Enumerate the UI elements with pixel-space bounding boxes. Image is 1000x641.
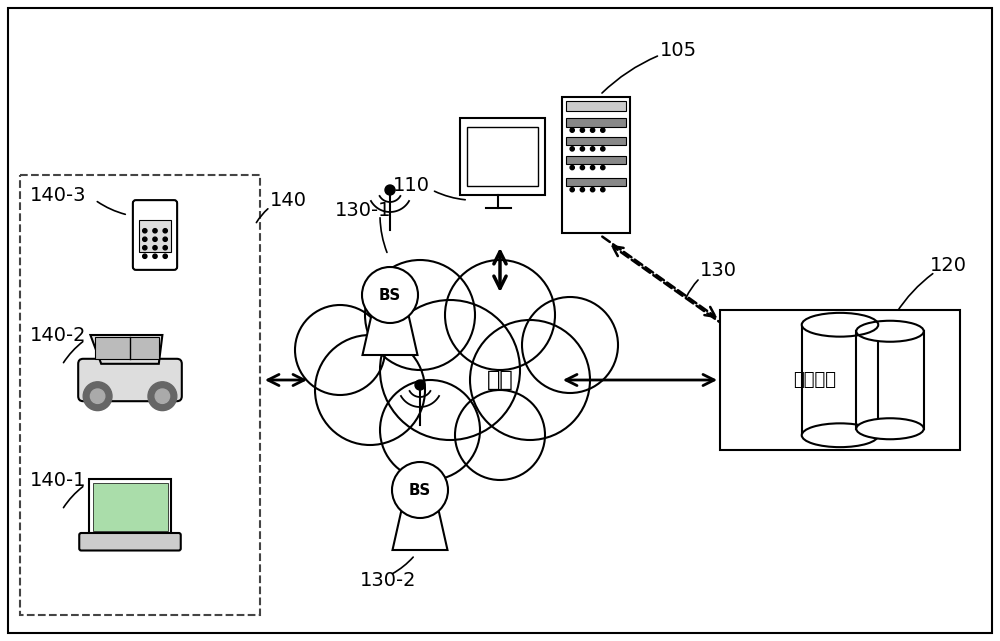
Circle shape [153, 237, 157, 242]
Circle shape [163, 254, 167, 258]
Circle shape [570, 165, 574, 170]
Circle shape [570, 128, 574, 132]
Text: 存储设备: 存储设备 [793, 371, 836, 389]
Circle shape [415, 380, 425, 390]
Circle shape [590, 188, 595, 192]
Circle shape [143, 229, 147, 233]
Bar [802, 325, 878, 435]
Circle shape [570, 188, 574, 192]
Circle shape [143, 237, 147, 242]
Text: 网络: 网络 [487, 370, 513, 390]
Circle shape [83, 382, 112, 411]
Text: 130-2: 130-2 [360, 570, 417, 590]
Text: 140-3: 140-3 [30, 185, 87, 204]
Text: BS: BS [409, 483, 431, 497]
Text: 140-1: 140-1 [30, 470, 87, 490]
Ellipse shape [802, 423, 878, 447]
Circle shape [601, 165, 605, 170]
Circle shape [148, 382, 177, 411]
Circle shape [590, 128, 595, 132]
Bar [89, 479, 171, 535]
Text: 105: 105 [660, 40, 697, 60]
Circle shape [601, 188, 605, 192]
Bar [856, 331, 924, 429]
Text: 130: 130 [700, 260, 737, 279]
Circle shape [362, 267, 418, 323]
Circle shape [163, 229, 167, 233]
FancyBboxPatch shape [720, 310, 960, 450]
Circle shape [580, 128, 585, 132]
Circle shape [590, 147, 595, 151]
Bar [566, 156, 626, 164]
Circle shape [385, 185, 395, 195]
FancyBboxPatch shape [79, 533, 181, 551]
Circle shape [143, 246, 147, 250]
Circle shape [580, 147, 585, 151]
Text: 140: 140 [270, 190, 307, 210]
FancyBboxPatch shape [78, 359, 182, 401]
Polygon shape [90, 335, 162, 364]
Circle shape [163, 246, 167, 250]
Bar [566, 137, 626, 146]
Polygon shape [363, 295, 418, 355]
Bar [566, 118, 626, 127]
Circle shape [590, 165, 595, 170]
Text: 120: 120 [930, 256, 967, 274]
Bar [467, 127, 538, 187]
Bar [139, 220, 171, 252]
Bar [93, 483, 168, 531]
Circle shape [380, 380, 480, 480]
Circle shape [455, 390, 545, 480]
Bar [566, 178, 626, 187]
Circle shape [601, 128, 605, 132]
Circle shape [580, 188, 585, 192]
Ellipse shape [856, 320, 924, 342]
Bar [566, 101, 626, 112]
Ellipse shape [856, 418, 924, 439]
Bar [20, 175, 260, 615]
Text: 140-2: 140-2 [30, 326, 87, 344]
Circle shape [580, 165, 585, 170]
Circle shape [470, 320, 590, 440]
Circle shape [601, 147, 605, 151]
Bar [562, 97, 630, 233]
Bar [95, 337, 159, 359]
Text: BS: BS [379, 288, 401, 303]
Polygon shape [392, 490, 448, 550]
Circle shape [380, 300, 520, 440]
Circle shape [522, 297, 618, 393]
Bar [460, 118, 545, 195]
Text: 110: 110 [393, 176, 430, 194]
Text: 130-1: 130-1 [335, 201, 392, 219]
Circle shape [445, 260, 555, 370]
Circle shape [315, 335, 425, 445]
Circle shape [143, 254, 147, 258]
Circle shape [155, 389, 170, 403]
Circle shape [90, 389, 105, 403]
Circle shape [153, 246, 157, 250]
Circle shape [153, 254, 157, 258]
Circle shape [295, 305, 385, 395]
Circle shape [163, 237, 167, 242]
Circle shape [570, 147, 574, 151]
Ellipse shape [802, 313, 878, 337]
Circle shape [392, 462, 448, 518]
Circle shape [365, 260, 475, 370]
FancyBboxPatch shape [133, 200, 177, 270]
Circle shape [153, 229, 157, 233]
